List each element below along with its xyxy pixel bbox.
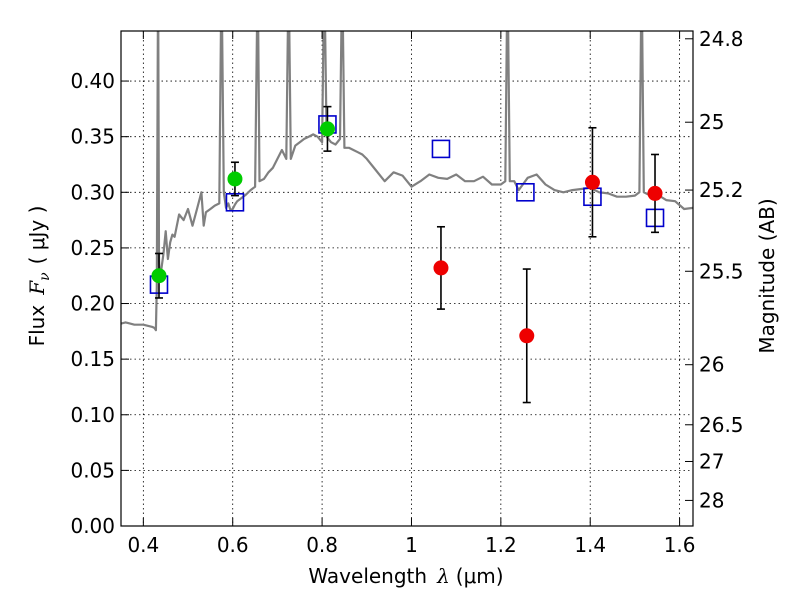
magnitude-tick-label: 26 [699,353,724,377]
x-tick-label: 1 [405,533,418,557]
x-tick-label: 0.6 [217,533,249,557]
magnitude-tick-label: 25 [699,110,724,134]
model-photometry-square [431,139,451,159]
y-tick-label: 0.30 [70,180,115,204]
series-layer [121,31,693,404]
nir-point [647,185,663,201]
y-axis: 0.00 0.05 0.10 0.15 0.20 0.25 0.30 0.35 0.40 [70,69,129,538]
optical-point [227,171,243,187]
x-axis-label: Wavelength λ (μm) [308,564,503,588]
y-axis-label-unit: ( μJy ) [25,206,49,265]
magnitude-tick-label: 25.2 [699,178,744,202]
optical-point [319,121,335,137]
magnitude-tick-label: 28 [699,488,724,512]
y-axis-label-symbol: F [25,280,49,296]
y2-axis-label: Magnitude (AB) [755,198,779,353]
y-tick-label: 0.05 [70,458,115,482]
x-axis-label-prefix: Wavelength [308,564,427,588]
y-tick-label: 0.20 [70,292,115,316]
plot-frame [120,30,694,527]
x-tick-label: 1.4 [574,533,606,557]
x-tick-label: 0.4 [127,533,159,557]
y-tick-label: 0.35 [70,125,115,149]
y-tick-label: 0.10 [70,403,115,427]
model-spectrum-line [121,31,693,332]
magnitude-tick-label: 26.5 [699,413,744,437]
optical-point [151,268,167,284]
y-tick-label: 0.00 [70,514,115,538]
y-tick-label: 0.15 [70,347,115,371]
gridlines [121,31,693,527]
magnitude-tick-label: 25.5 [699,259,744,283]
x-tick-label: 1.2 [485,533,517,557]
x-tick-label: 1.6 [664,533,696,557]
y-tick-label: 0.40 [70,69,115,93]
magnitude-tick-label: 24.8 [699,27,744,51]
magnitude-tick-label: 27 [699,449,724,473]
nir-point [433,260,449,276]
x-axis-label-symbol: λ [436,564,450,588]
model-photometry-square [516,182,535,202]
y-axis-label: Flux Fν ( μJy ) [25,206,53,347]
y-axis-label-prefix: Flux [25,305,49,347]
x-axis: 0.4 0.6 0.8 1 1.2 1.4 1.6 [127,31,696,557]
x-tick-label: 0.8 [306,533,338,557]
y-axis-label-subscript: ν [37,272,53,281]
x-axis-label-unit: (μm) [456,564,504,588]
y-tick-label: 0.25 [70,236,115,260]
plot-background [121,31,693,526]
nir-point [519,328,535,344]
y2-axis: 24.8 25 25.2 25.5 26 26.5 27 28 [685,27,744,512]
nir-point [584,174,600,190]
